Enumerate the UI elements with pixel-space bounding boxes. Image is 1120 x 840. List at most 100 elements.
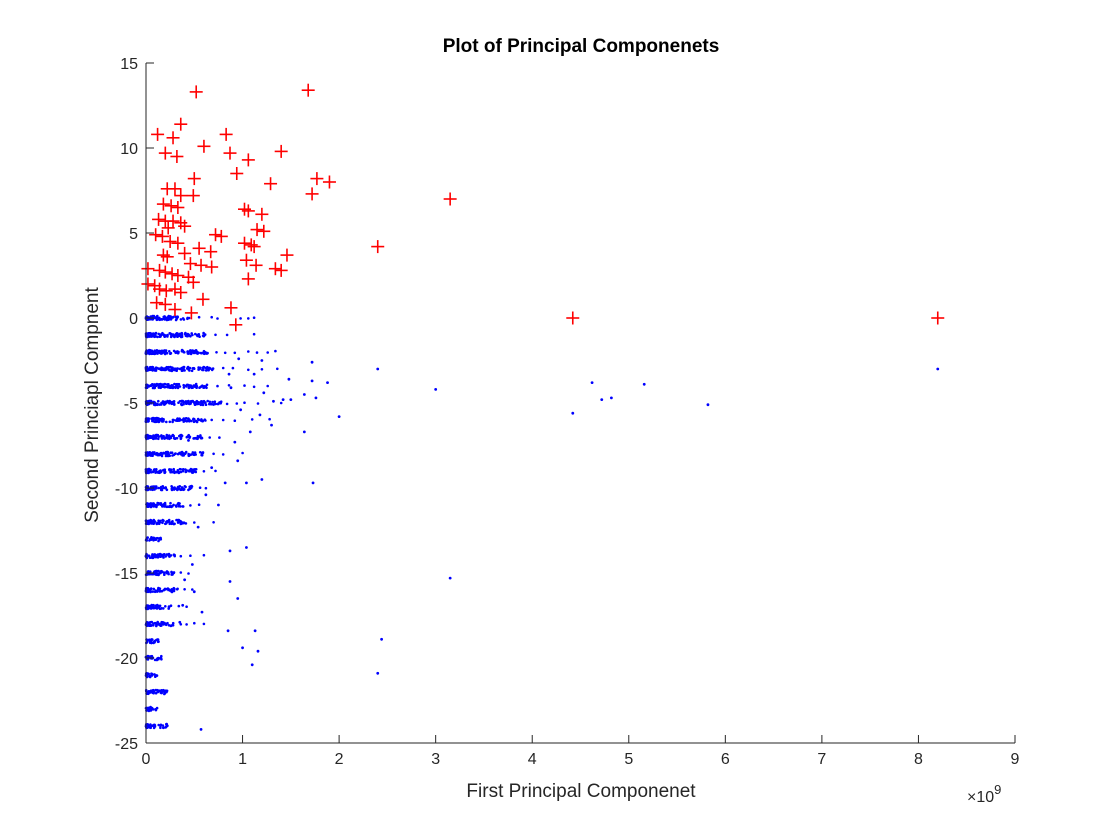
blue-dot	[159, 386, 162, 390]
x-exponent-base: ×10	[967, 789, 994, 806]
blue-dot	[706, 403, 710, 407]
blue-dot	[202, 622, 206, 626]
blue-dot	[231, 366, 235, 370]
blue-dot	[160, 487, 163, 491]
blue-dot	[201, 451, 205, 454]
blue-dot	[169, 624, 173, 628]
blue-dot	[186, 317, 189, 321]
blue-dot	[159, 502, 163, 505]
red-plus-marker	[150, 296, 164, 310]
blue-dot	[190, 563, 194, 566]
blue-dot	[164, 623, 168, 627]
blue-dot	[167, 554, 170, 557]
blue-dot	[642, 382, 646, 386]
red-plus-marker	[239, 253, 253, 267]
blue-dot	[149, 366, 152, 369]
blue-dot	[156, 604, 159, 607]
blue-dot	[176, 419, 179, 423]
blue-dot	[177, 401, 180, 405]
blue-dot	[178, 385, 182, 388]
blue-dot	[150, 435, 153, 439]
blue-dot	[310, 360, 314, 364]
blue-dot	[148, 451, 151, 454]
blue-dot	[260, 478, 264, 481]
blue-dot	[156, 470, 159, 474]
red-plus-marker	[305, 187, 319, 201]
blue-dot	[154, 435, 158, 439]
blue-dot	[156, 623, 159, 626]
blue-dot	[187, 399, 190, 403]
blue-dot	[157, 399, 160, 403]
blue-dot	[195, 386, 198, 390]
blue-dot	[157, 332, 160, 336]
blue-dot	[157, 519, 160, 522]
blue-dot	[148, 624, 152, 627]
blue-dot	[150, 383, 154, 386]
blue-dot	[152, 386, 156, 390]
blue-dot	[152, 522, 156, 525]
blue-dot	[173, 367, 177, 371]
blue-dot	[197, 368, 200, 371]
red-plus-marker	[178, 246, 192, 260]
blue-dot	[241, 451, 244, 455]
blue-dot	[164, 588, 167, 591]
blue-dot	[179, 318, 183, 321]
blue-dot	[247, 368, 250, 372]
blue-dot	[165, 690, 168, 694]
y-axis-label: Second Princiapl Compnent	[82, 287, 103, 523]
blue-dot	[160, 607, 163, 610]
blue-dot	[182, 383, 185, 387]
blue-dot	[172, 503, 175, 507]
blue-dot	[159, 589, 162, 593]
red-plus-marker	[168, 282, 182, 296]
red-plus-marker	[214, 229, 228, 243]
blue-dot	[174, 318, 178, 322]
blue-dot	[203, 401, 206, 404]
blue-dot	[161, 521, 164, 525]
blue-dot	[190, 332, 193, 335]
blue-dot	[187, 572, 190, 575]
blue-dot	[151, 504, 154, 507]
blue-dot	[159, 691, 163, 695]
blue-dot	[250, 663, 254, 667]
blue-dot	[183, 578, 187, 582]
red-plus-marker	[255, 207, 269, 221]
blue-dot	[162, 469, 165, 472]
blue-dot	[189, 504, 192, 507]
blue-dot	[161, 518, 164, 522]
blue-dot	[281, 398, 285, 401]
blue-dot	[163, 471, 166, 474]
tick-labels: 0 1 2 3 4 5 6 7 8 9 15 10 5 0 -5 -10 -15 -20 -25	[115, 56, 1020, 768]
blue-dot	[190, 453, 193, 456]
x-tick-label: 0	[142, 751, 151, 768]
blue-dot	[198, 386, 201, 390]
blue-dot	[310, 379, 314, 383]
blue-dot	[151, 673, 154, 676]
blue-dot	[161, 418, 164, 421]
blue-dot	[156, 556, 160, 559]
red-plus-marker	[171, 201, 185, 214]
blue-dot	[169, 468, 173, 472]
plot-marks	[141, 83, 945, 731]
blue-dot	[200, 401, 203, 405]
blue-dot	[201, 368, 204, 372]
blue-dot	[160, 453, 163, 456]
blue-dot	[179, 522, 183, 526]
blue-dot	[162, 420, 165, 423]
red-plus-marker	[158, 265, 172, 279]
red-plus-marker	[189, 85, 203, 99]
y-tick-label: -5	[124, 396, 138, 413]
blue-dot	[174, 386, 177, 390]
blue-dot	[170, 570, 173, 574]
blue-dot	[163, 553, 166, 556]
blue-dot	[208, 400, 212, 404]
blue-dot	[247, 317, 250, 320]
blue-dot	[202, 553, 206, 557]
blue-dot	[165, 435, 169, 439]
blue-dot	[176, 367, 179, 370]
blue-dot	[202, 470, 206, 473]
red-plus-marker	[163, 235, 177, 248]
blue-dot	[184, 384, 188, 388]
blue-dot	[210, 315, 213, 319]
blue-dot	[167, 607, 170, 610]
